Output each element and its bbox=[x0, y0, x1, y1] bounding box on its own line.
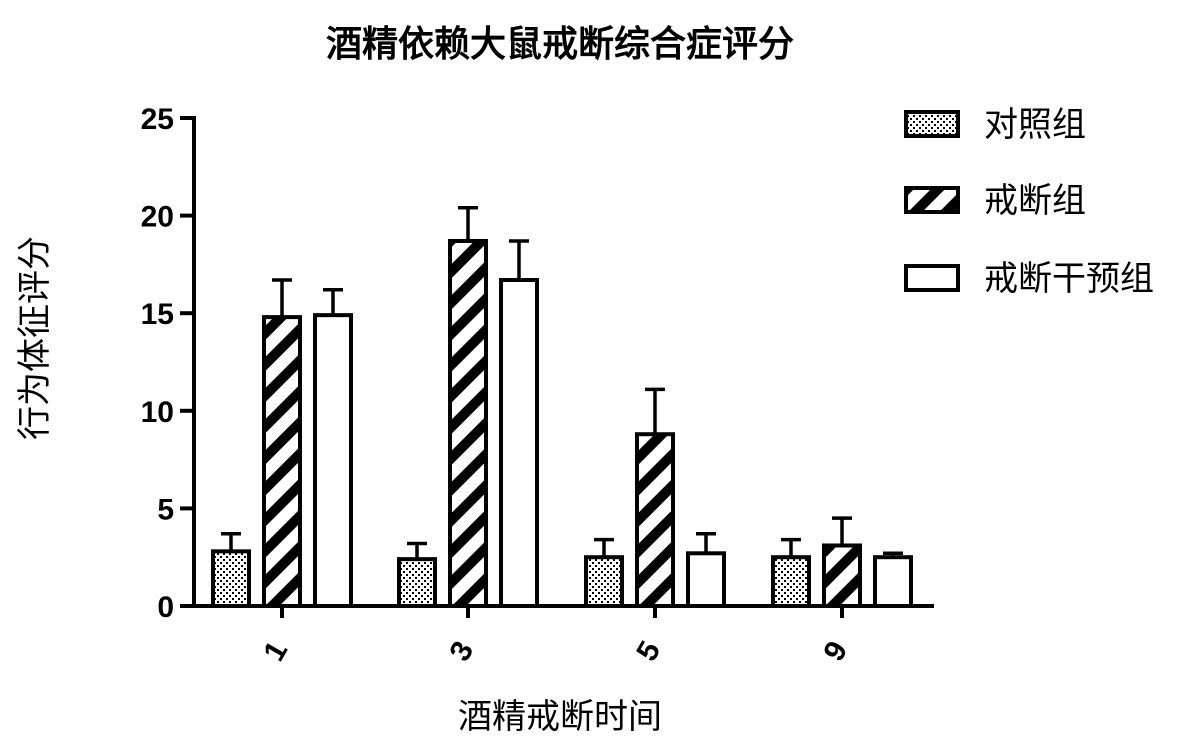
bars bbox=[211, 206, 913, 609]
legend-swatch bbox=[904, 264, 960, 292]
bar bbox=[262, 315, 302, 608]
y-tick-label: 20 bbox=[141, 201, 174, 234]
y-tick-label: 25 bbox=[141, 103, 174, 136]
bar bbox=[499, 278, 539, 608]
bar bbox=[822, 543, 862, 608]
bar bbox=[686, 551, 726, 609]
x-tick-label: 9 bbox=[817, 636, 854, 667]
bar bbox=[313, 313, 353, 608]
chart-title: 酒精依赖大鼠戒断综合症评分 bbox=[326, 24, 794, 65]
y-tick-label: 5 bbox=[157, 493, 174, 526]
y-tick-label: 15 bbox=[141, 298, 174, 331]
bar bbox=[771, 555, 811, 609]
bar bbox=[584, 555, 624, 609]
x-axis-label: 酒精戒断时间 bbox=[458, 697, 662, 737]
x-tick-label: 3 bbox=[443, 636, 480, 667]
bar bbox=[873, 555, 913, 609]
legend-label: 戒断干预组 bbox=[984, 259, 1154, 299]
y-tick-label: 10 bbox=[141, 396, 174, 429]
bar bbox=[397, 557, 437, 608]
legend-swatch bbox=[904, 110, 960, 138]
bar bbox=[635, 432, 675, 608]
legend-swatch bbox=[904, 186, 960, 214]
x-tick-label: 1 bbox=[257, 636, 294, 667]
bar bbox=[211, 549, 251, 608]
legend-label: 对照组 bbox=[984, 105, 1086, 145]
y-axis-label: 行为体征评分 bbox=[15, 236, 55, 440]
legend-label: 戒断组 bbox=[984, 181, 1086, 221]
y-tick-label: 0 bbox=[157, 591, 174, 624]
bar bbox=[448, 238, 488, 608]
x-tick-label: 5 bbox=[630, 636, 667, 667]
